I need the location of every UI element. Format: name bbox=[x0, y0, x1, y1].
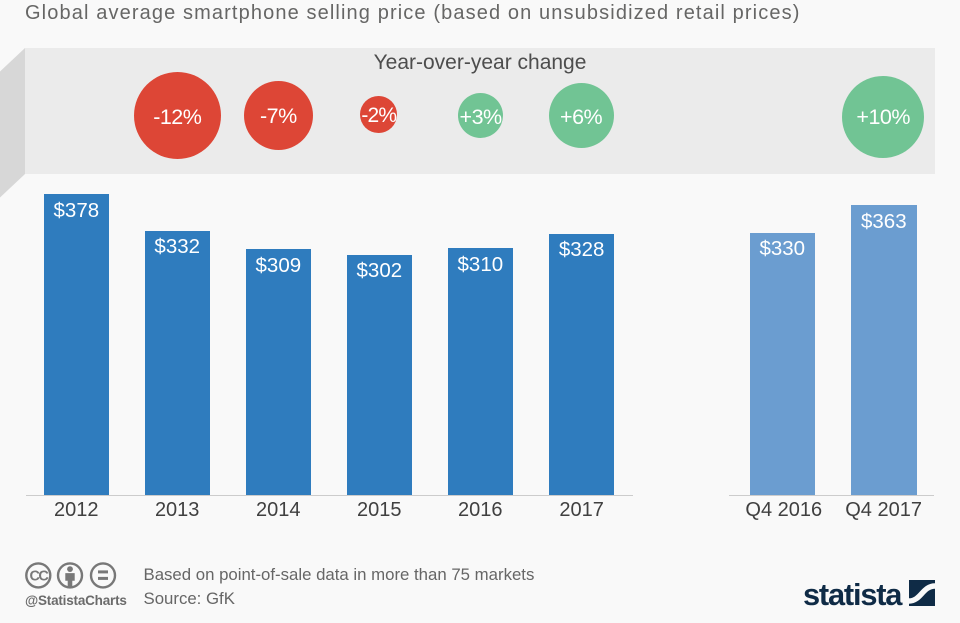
svg-text:CC: CC bbox=[30, 569, 50, 585]
